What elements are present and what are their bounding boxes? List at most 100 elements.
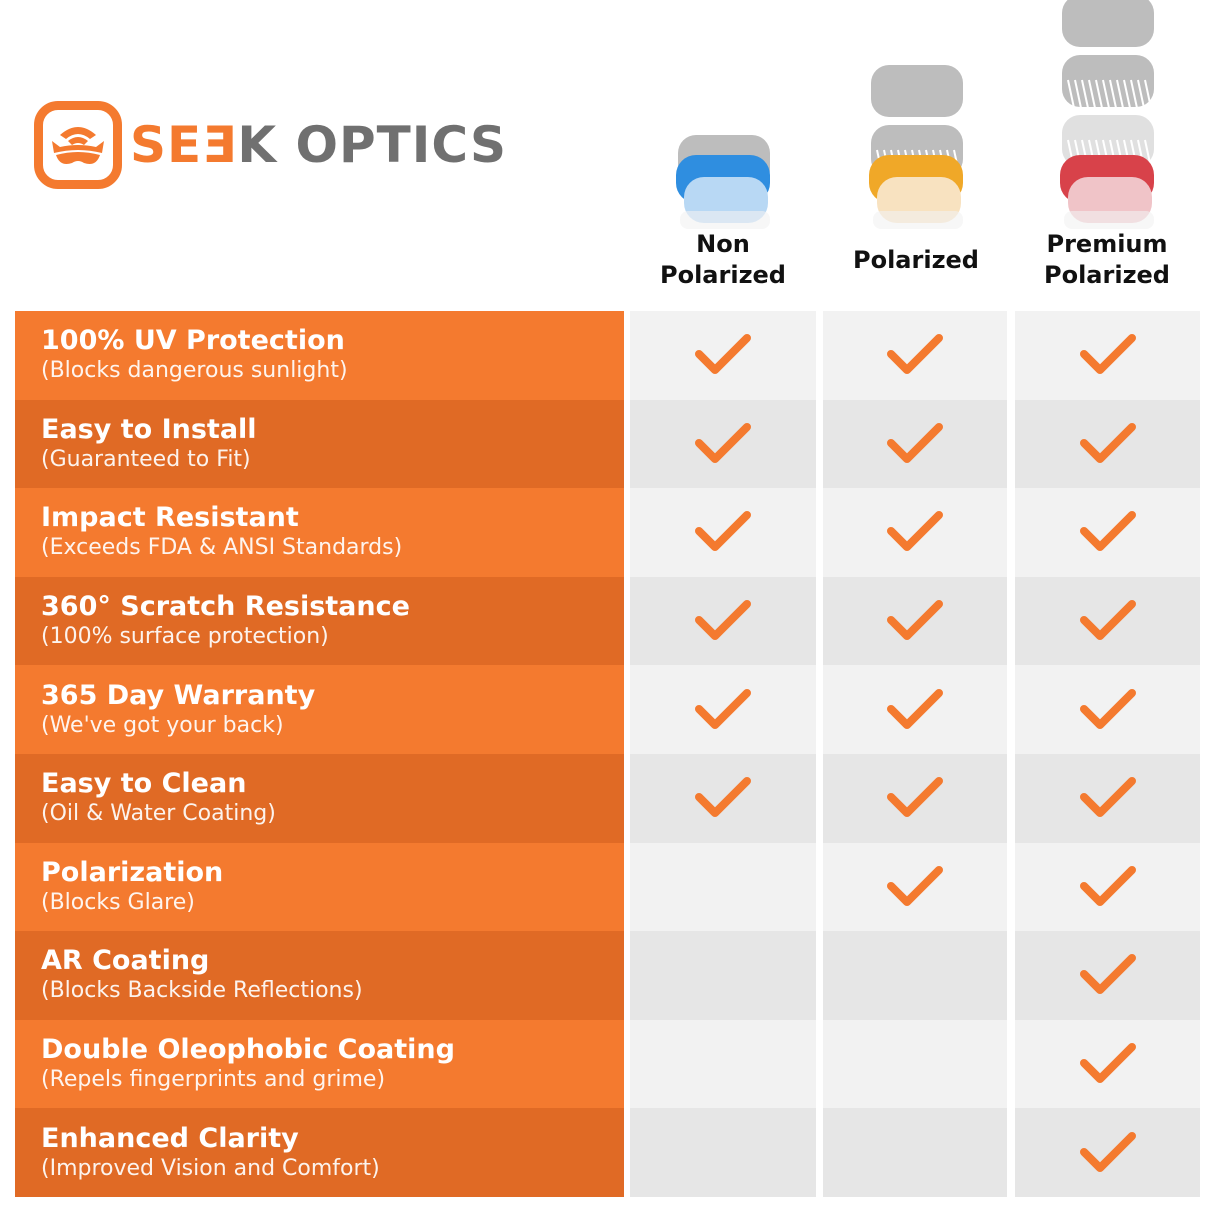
check-cell [1015,753,1200,843]
check-cell [630,665,816,754]
brand-logo: SEƎK OPTICS [34,101,507,189]
checkmark-icon [887,777,943,818]
lens-stack-icon [676,135,770,229]
check-cell [1015,311,1200,400]
feature-cell: 360° Scratch Resistance (100% surface pro… [15,576,624,666]
feature-title: Enhanced Clarity [41,1122,299,1154]
check-cell [823,931,1007,1020]
feature-title: Polarization [41,856,224,888]
column-label: Non Polarized [660,230,786,289]
checkmark-icon [887,511,943,552]
table-row: Polarization (Blocks Glare) [15,842,1200,932]
check-cell [630,311,816,400]
feature-title: Easy to Install [41,413,257,445]
feature-title: Impact Resistant [41,502,299,534]
feature-cell: Double Oleophobic Coating (Repels fingerp… [15,1019,624,1109]
feature-subtitle: (Exceeds FDA & ANSI Standards) [41,535,403,561]
goggles-logo-icon [34,101,122,189]
check-cell [823,576,1007,666]
feature-title: Easy to Clean [41,768,247,800]
check-cell [823,311,1007,400]
checkmark-icon [887,688,943,729]
feature-subtitle: (We've got your back) [41,712,284,738]
checkmark-icon [887,600,943,641]
table-row: Easy to Install (Guaranteed to Fit) [15,399,1200,489]
check-cell [823,753,1007,843]
feature-subtitle: (Blocks Backside Reflections) [41,978,363,1004]
table-row: Double Oleophobic Coating (Repels fingerp… [15,1019,1200,1109]
check-cell [1015,488,1200,577]
table-row: Enhanced Clarity (Improved Vision and Com… [15,1108,1200,1197]
check-cell [1015,399,1200,489]
checkmark-icon [887,865,943,906]
column-header: Polarized [823,0,1009,305]
feature-title: AR Coating [41,945,210,977]
check-cell [630,1108,816,1197]
feature-cell: Polarization (Blocks Glare) [15,842,624,932]
check-cell [630,1019,816,1109]
table-row: Impact Resistant (Exceeds FDA & ANSI Stan… [15,488,1200,577]
checkmark-icon [695,777,751,818]
feature-cell: Enhanced Clarity (Improved Vision and Com… [15,1108,624,1197]
checkmark-icon [1079,334,1136,375]
lens-stack-icon [869,65,963,229]
checkmark-icon [695,688,751,729]
check-cell [630,842,816,932]
feature-subtitle: (Improved Vision and Comfort) [41,1155,380,1181]
table-row: 360° Scratch Resistance (100% surface pro… [15,576,1200,666]
check-cell [1015,576,1200,666]
feature-subtitle: (Blocks dangerous sunlight) [41,358,348,384]
checkmark-icon [695,600,751,641]
checkmark-icon [1079,954,1136,995]
feature-subtitle: (Oil & Water Coating) [41,801,276,827]
feature-cell: 365 Day Warranty (We've got your back) [15,665,624,754]
table-row: AR Coating (Blocks Backside Reflections) [15,931,1200,1020]
brand-name-2: K OPTICS [237,116,507,174]
check-cell [630,576,816,666]
feature-cell: AR Coating (Blocks Backside Reflections) [15,931,624,1020]
feature-cell: Easy to Install (Guaranteed to Fit) [15,399,624,489]
check-cell [1015,1019,1200,1109]
column-header: Non Polarized [630,0,816,305]
feature-subtitle: (Repels fingerprints and grime) [41,1067,386,1093]
feature-subtitle: (100% surface protection) [41,624,329,650]
check-cell [823,842,1007,932]
checkmark-icon [1079,777,1136,818]
feature-title: 365 Day Warranty [41,679,316,711]
feature-title: Double Oleophobic Coating [41,1034,455,1066]
feature-subtitle: (Guaranteed to Fit) [41,446,251,472]
check-cell [630,931,816,1020]
check-cell [630,753,816,843]
feature-cell: Easy to Clean (Oil & Water Coating) [15,753,624,843]
column-label: Polarized [853,245,979,274]
check-cell [630,399,816,489]
checkmark-icon [1079,1131,1136,1172]
table-row: 365 Day Warranty (We've got your back) [15,665,1200,754]
check-cell [630,488,816,577]
checkmark-icon [1079,600,1136,641]
check-cell [1015,1108,1200,1197]
check-cell [823,1108,1007,1197]
checkmark-icon [1079,1043,1136,1084]
feature-subtitle: (Blocks Glare) [41,889,195,915]
check-cell [1015,931,1200,1020]
brand-name-1: SEƎ [130,116,238,174]
checkmark-icon [695,422,751,463]
column-label: Premium Polarized [1044,230,1170,289]
check-cell [823,488,1007,577]
feature-cell: Impact Resistant (Exceeds FDA & ANSI Stan… [15,488,624,577]
feature-title: 360° Scratch Resistance [41,591,410,623]
check-cell [823,399,1007,489]
check-cell [823,1019,1007,1109]
check-cell [823,665,1007,754]
checkmark-icon [1079,688,1136,729]
feature-cell: 100% UV Protection (Blocks dangerous sunl… [15,311,624,400]
checkmark-icon [1079,865,1136,906]
column-header: Premium Polarized [1014,0,1200,305]
checkmark-icon [1079,511,1136,552]
feature-title: 100% UV Protection [41,325,345,357]
checkmark-icon [887,334,943,375]
checkmark-icon [1079,422,1136,463]
check-cell [1015,665,1200,754]
check-cell [1015,842,1200,932]
